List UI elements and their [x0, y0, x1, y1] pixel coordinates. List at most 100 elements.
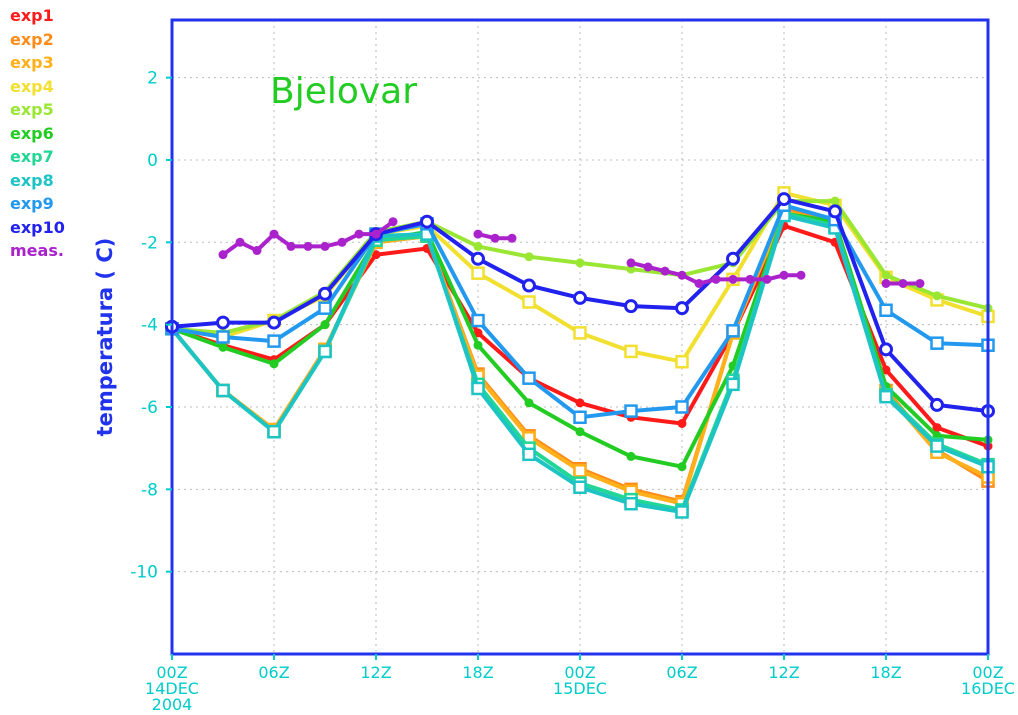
- x-tick-label: 2004: [152, 695, 193, 714]
- y-tick-label: 2: [147, 69, 158, 89]
- y-tick-label: -2: [141, 233, 158, 253]
- series-meas-point: [218, 250, 228, 260]
- series-exp5-point: [881, 270, 891, 280]
- series-exp10-point: [726, 251, 740, 266]
- legend-item-exp7: exp7: [10, 147, 54, 166]
- series-meas-point: [507, 233, 517, 243]
- series-exp8-point: [726, 377, 740, 392]
- x-tick-label: 06Z: [666, 663, 697, 682]
- y-tick-label: -6: [141, 398, 158, 418]
- series-meas-point: [915, 278, 925, 288]
- series-exp10-point: [216, 315, 230, 330]
- series-meas-point: [796, 270, 806, 280]
- series-exp9-point: [675, 400, 689, 414]
- series-exp10-point: [930, 397, 944, 412]
- series-exp1-point: [932, 423, 942, 433]
- series-exp4-point: [573, 326, 587, 340]
- y-tick-label: 0: [147, 151, 158, 171]
- series-exp6-point: [218, 342, 228, 352]
- x-tick-label: 14DEC: [145, 679, 199, 698]
- series-exp1-point: [473, 328, 483, 338]
- series-exp6-point: [677, 462, 687, 472]
- series-meas-point: [388, 217, 398, 227]
- series-exp4-point: [675, 354, 689, 369]
- series-meas-point: [626, 258, 636, 268]
- series-meas-point: [354, 229, 364, 239]
- legend-item-meas: meas.: [10, 241, 64, 260]
- series-exp8-point: [267, 424, 281, 439]
- series-exp6-point: [269, 359, 279, 369]
- x-tick-label: 15DEC: [553, 679, 607, 698]
- series-exp5-point: [932, 291, 942, 301]
- series-exp6-point: [626, 451, 636, 461]
- series-exp10-point: [318, 286, 332, 301]
- series-exp8-point: [573, 480, 587, 495]
- series-meas-point: [269, 229, 279, 239]
- y-tick-label: -4: [141, 316, 158, 336]
- series-exp5-point: [626, 264, 636, 274]
- series-exp10-point: [420, 214, 434, 229]
- series-meas-point: [252, 246, 262, 256]
- series-meas-point: [303, 241, 313, 251]
- legend-item-exp5: exp5: [10, 100, 54, 119]
- x-tick-label: 18Z: [870, 663, 901, 682]
- y-axis-label: temperatura ( C): [93, 238, 117, 437]
- series-exp9-point: [522, 371, 536, 385]
- series-exp10-point: [522, 278, 536, 293]
- series-exp8-point: [930, 439, 944, 453]
- series-meas-point: [762, 274, 772, 284]
- series-exp8-point: [471, 381, 485, 396]
- series-exp9-point: [930, 336, 944, 350]
- legend-item-exp9: exp9: [10, 194, 54, 213]
- series-exp5-point: [830, 196, 840, 206]
- series-exp8-point: [879, 389, 893, 404]
- series-exp8-point: [216, 383, 230, 398]
- series-exp1-point: [881, 365, 891, 375]
- series-meas-point: [337, 237, 347, 247]
- series-exp9-point: [318, 301, 332, 315]
- legend-item-exp6: exp6: [10, 123, 54, 143]
- series-exp6-point: [524, 398, 534, 408]
- series-exp5-point: [524, 252, 534, 262]
- legend-item-exp8: exp8: [10, 170, 54, 190]
- y-tick-label: -10: [130, 563, 158, 583]
- x-tick-label: 12Z: [360, 663, 391, 682]
- series-meas-point: [711, 274, 721, 284]
- legend-item-exp10: exp10: [10, 217, 65, 237]
- legend-item-exp3: exp3: [10, 53, 54, 72]
- x-tick-label: 18Z: [462, 663, 493, 682]
- series-exp8-point: [318, 344, 332, 359]
- series-exp10-point: [471, 251, 485, 266]
- chart-title: Bjelovar: [270, 71, 417, 112]
- series-meas-point: [371, 229, 381, 239]
- series-exp9-point: [624, 404, 638, 418]
- series-exp1-point: [575, 398, 585, 408]
- series-exp1-point: [677, 418, 687, 428]
- series-exp9-point: [879, 303, 893, 317]
- series-layer: [165, 186, 995, 519]
- series-exp9-point: [216, 330, 230, 344]
- series-meas-point: [490, 233, 500, 243]
- series-meas-point: [881, 278, 891, 288]
- series-exp3-point: [573, 464, 587, 478]
- series-meas-point: [660, 266, 670, 276]
- series-meas-point: [694, 278, 704, 288]
- series-meas-point: [320, 241, 330, 251]
- series-exp9-point: [267, 334, 281, 348]
- series-exp8-point: [522, 447, 536, 462]
- series-exp4-point: [624, 344, 638, 359]
- y-axis: 2 0 -2 -4 -6 -8 -10: [130, 69, 172, 583]
- series-exp8-point: [624, 496, 638, 511]
- series-exp1-point: [371, 250, 381, 260]
- series-exp6-point: [473, 340, 483, 350]
- series-exp4-point: [471, 266, 485, 280]
- series-exp9-point: [471, 313, 485, 328]
- series-exp10-point: [777, 192, 791, 207]
- series-meas-point: [286, 241, 296, 251]
- series-meas-point: [643, 262, 653, 272]
- series-meas-point: [745, 274, 755, 284]
- series-exp10-point: [828, 204, 842, 219]
- series-exp6-point: [320, 320, 330, 330]
